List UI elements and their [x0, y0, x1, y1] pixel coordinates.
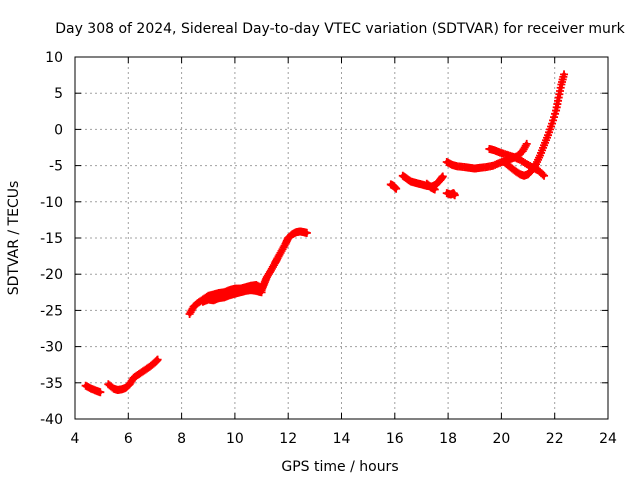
- y-tick-label: -10: [40, 195, 63, 211]
- y-tick-label: -15: [40, 231, 63, 247]
- x-tick-label: 10: [226, 431, 244, 447]
- x-tick-label: 16: [386, 431, 404, 447]
- y-tick-label: -35: [40, 376, 63, 392]
- y-tick-label: -5: [49, 159, 63, 175]
- x-tick-label: 12: [279, 431, 297, 447]
- y-tick-label: -25: [40, 303, 63, 319]
- data-point: [450, 191, 459, 200]
- data-point: [302, 228, 311, 237]
- x-tick-label: 24: [599, 431, 617, 447]
- data-point: [560, 70, 569, 79]
- y-tick-label: -40: [40, 412, 63, 428]
- data-point: [522, 139, 531, 148]
- y-tick-label: 5: [54, 86, 63, 102]
- data-point: [540, 171, 549, 180]
- y-tick-label: -20: [40, 267, 63, 283]
- y-axis-label: SDTVAR / TECUs: [6, 181, 22, 296]
- data-point: [96, 388, 105, 397]
- y-tick-label: 0: [54, 122, 63, 138]
- x-tick-label: 6: [124, 431, 133, 447]
- chart-title: Day 308 of 2024, Sidereal Day-to-day VTE…: [55, 21, 625, 37]
- y-tick-label: 10: [45, 50, 63, 66]
- x-tick-label: 20: [492, 431, 510, 447]
- x-tick-label: 18: [439, 431, 457, 447]
- y-tick-label: -30: [40, 340, 63, 356]
- data-series: [81, 70, 569, 397]
- data-point: [153, 355, 162, 364]
- x-tick-label: 22: [546, 431, 564, 447]
- data-point: [430, 185, 439, 194]
- data-point: [392, 184, 401, 193]
- x-tick-label: 14: [333, 431, 351, 447]
- axis-ticks: 4 6 8 10 12 14 16 18 20 22 24 -40 -35 -30 -25 -20 -15 -10…: [40, 50, 617, 447]
- data-point: [438, 172, 447, 181]
- data-point: [538, 170, 547, 179]
- grid: [75, 57, 608, 419]
- x-tick-label: 8: [177, 431, 186, 447]
- x-axis-label: GPS time / hours: [281, 459, 398, 475]
- x-tick-label: 4: [71, 431, 80, 447]
